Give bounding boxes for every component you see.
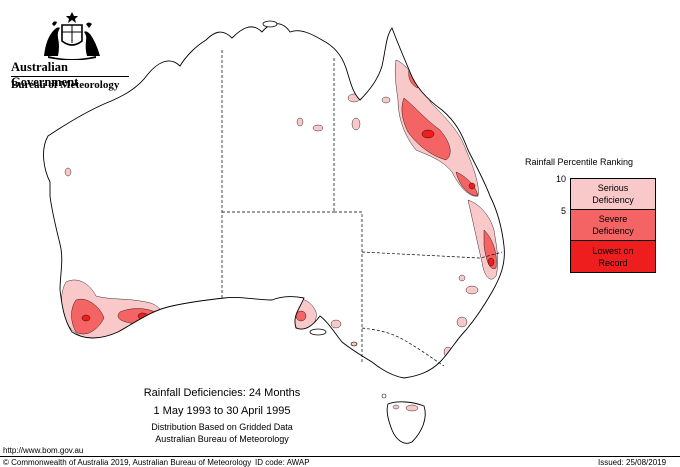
tasmania xyxy=(381,393,426,444)
map-date-range: 1 May 1993 to 30 April 1995 xyxy=(153,405,291,417)
border-sa-east xyxy=(334,211,363,362)
legend-serious-deficiency: Serious Deficiency xyxy=(570,178,656,210)
coat-of-arms-icon xyxy=(44,12,100,60)
footer-id-code: ID code: AWAP xyxy=(255,458,310,467)
tiwi-islands xyxy=(262,20,278,28)
border-qld-nsw xyxy=(361,251,503,259)
legend-title: Rainfall Percentile Ranking xyxy=(525,157,634,167)
legend-severe-deficiency: Severe Deficiency xyxy=(570,209,656,241)
bureau-title: Bureau of Meteorology xyxy=(11,79,120,91)
map-organisation: Australian Bureau of Meteorology xyxy=(155,434,289,444)
mainland-outline xyxy=(43,23,505,379)
footer-issued-date: Issued: 25/08/2019 xyxy=(598,458,667,467)
mainland-fill xyxy=(43,23,505,378)
header-divider xyxy=(11,76,129,77)
state-borders xyxy=(221,50,503,367)
footer-divider xyxy=(0,456,680,457)
legend-tick-5: 5 xyxy=(560,206,566,216)
footer-copyright: © Commonwealth of Australia 2019, Austra… xyxy=(3,458,252,467)
government-title: Australian Government xyxy=(11,60,79,89)
deficiency-regions xyxy=(61,59,498,358)
map-distribution-note: Distribution Based on Gridded Data xyxy=(151,422,293,432)
island-patch xyxy=(350,341,358,347)
footer-url: http://www.bom.gov.au xyxy=(3,446,84,455)
kangaroo-island xyxy=(309,328,327,336)
map-title: Rainfall Deficiencies: 24 Months xyxy=(143,387,301,399)
legend-tick-10: 10 xyxy=(555,174,566,184)
region-qld-coast xyxy=(394,59,498,280)
legend-lowest-on-record: Lowest on Record xyxy=(570,240,656,273)
